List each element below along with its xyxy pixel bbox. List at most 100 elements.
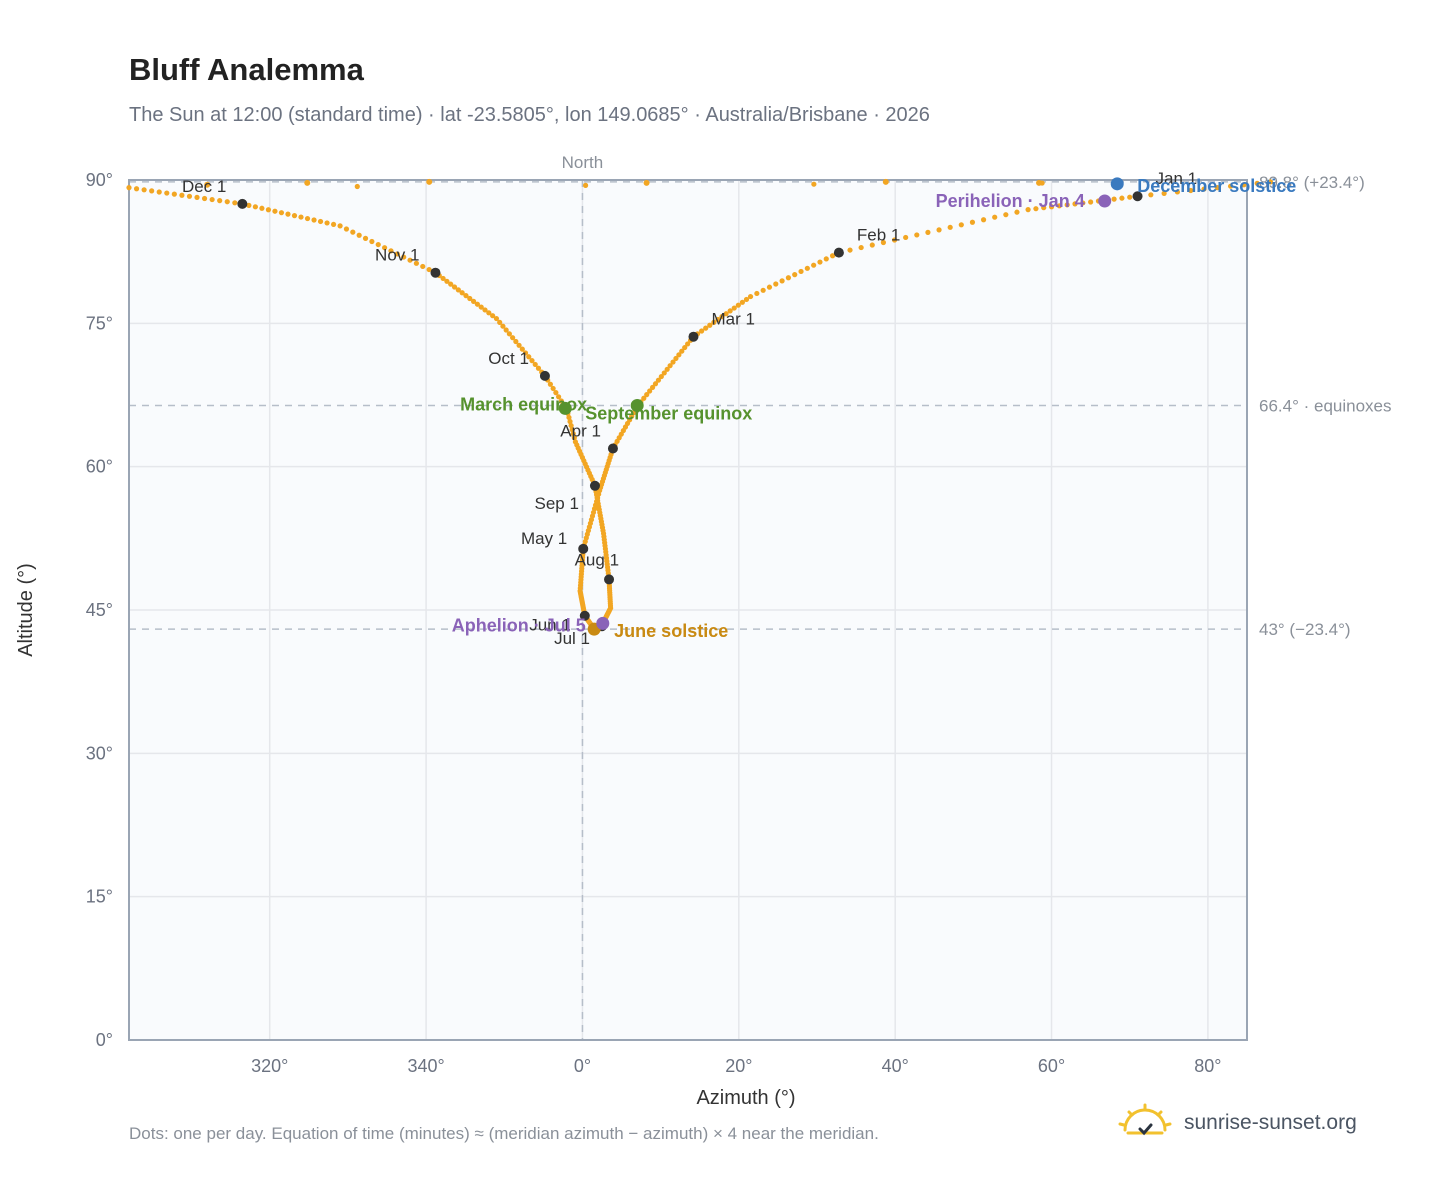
analemma-dot xyxy=(265,207,272,213)
y-tick-label: 0° xyxy=(96,1030,113,1050)
analemma-dot xyxy=(644,392,650,398)
analemma-dot xyxy=(516,342,522,348)
month-marker-label: Mar 1 xyxy=(711,310,754,329)
brand-link[interactable]: sunrise-sunset.org xyxy=(1118,1098,1357,1148)
chart-title: Bluff Analemma xyxy=(129,52,364,87)
analemma-dot xyxy=(1148,192,1154,198)
analemma-dot xyxy=(558,398,564,404)
analemma-dot xyxy=(513,338,519,345)
analemma-dot xyxy=(699,328,705,334)
month-marker xyxy=(1132,191,1143,202)
x-tick-label: 40° xyxy=(882,1056,909,1076)
analemma-dot xyxy=(643,179,650,186)
analemma-dot xyxy=(141,187,147,193)
analemma-dot xyxy=(522,350,529,356)
analemma-dot xyxy=(298,214,304,220)
analemma-dot xyxy=(463,293,469,299)
analemma-dot xyxy=(703,325,709,331)
analemma-dot xyxy=(1127,194,1133,200)
analemma-dot xyxy=(149,188,155,194)
y-tick-label: 45° xyxy=(86,600,113,620)
analemma-dot xyxy=(882,178,889,185)
altitude-guide-label: 66.4° · equinoxes xyxy=(1259,397,1392,416)
analemma-dot xyxy=(375,241,381,248)
analemma-dot xyxy=(526,354,532,360)
analemma-dot xyxy=(1254,180,1260,186)
analemma-dot xyxy=(958,222,964,228)
analemma-dot xyxy=(510,335,516,341)
x-tick-label: 20° xyxy=(725,1056,752,1076)
analemma-dot xyxy=(1188,187,1194,194)
analemma-dot xyxy=(550,385,556,392)
analemma-dot xyxy=(553,390,559,396)
analemma-dot xyxy=(747,293,754,300)
analemma-dot xyxy=(529,358,535,364)
analemma-dot xyxy=(1064,202,1070,208)
analemma-dot xyxy=(388,248,394,254)
analemma-dot xyxy=(285,211,291,217)
month-marker-label: Apr 1 xyxy=(560,422,601,441)
analemma-dot xyxy=(682,344,688,351)
analemma-dot xyxy=(719,314,725,320)
analemma-dot xyxy=(649,384,656,391)
analemma-dot xyxy=(486,310,492,316)
analemma-dot xyxy=(204,181,211,188)
analemma-dot xyxy=(992,214,998,220)
analemma-dot xyxy=(773,281,779,287)
analemma-dot xyxy=(670,359,676,365)
analemma-dot xyxy=(407,257,413,263)
altitude-guide-label: 89.8° (+23.4°) xyxy=(1259,173,1365,192)
analemma-dot xyxy=(798,268,804,275)
analemma-dot xyxy=(401,254,407,260)
event-marker xyxy=(1110,177,1124,191)
analemma-dot xyxy=(317,218,324,225)
analemma-dot xyxy=(811,181,817,187)
analemma-dot xyxy=(291,213,298,219)
y-axis-title: Altitude (°) xyxy=(15,563,37,657)
analemma-dot xyxy=(869,242,875,248)
month-marker-label: May 1 xyxy=(521,529,567,548)
analemma-dot xyxy=(566,414,572,421)
sunrise-logo-icon xyxy=(1118,1103,1172,1136)
analemma-dot xyxy=(1119,195,1125,201)
analemma-dot xyxy=(880,239,887,246)
analemma-dot xyxy=(667,363,673,369)
month-marker xyxy=(579,610,590,621)
analemma-dot xyxy=(658,373,664,380)
analemma-dot xyxy=(252,204,258,210)
analemma-dot xyxy=(567,418,573,425)
analemma-dot xyxy=(201,195,208,202)
analemma-dot xyxy=(647,388,653,394)
analemma-dot xyxy=(362,235,369,241)
analemma-dot xyxy=(1088,199,1094,205)
analemma-dot xyxy=(817,259,823,265)
analemma-dot xyxy=(1161,190,1167,196)
analemma-dot xyxy=(455,287,461,293)
analemma-dot xyxy=(655,377,662,383)
analemma-dot xyxy=(350,229,356,235)
analemma-dot xyxy=(676,352,682,358)
analemma-dot xyxy=(490,313,496,319)
analemma-dot xyxy=(224,199,230,205)
analemma-dot xyxy=(673,355,679,362)
month-marker xyxy=(607,443,618,454)
analemma-dot xyxy=(413,260,419,266)
analemma-dot xyxy=(426,178,433,185)
analemma-dot xyxy=(278,210,285,216)
analemma-dot xyxy=(760,287,766,293)
analemma-dot xyxy=(811,262,817,268)
analemma-dot xyxy=(711,319,717,325)
analemma-dot xyxy=(568,422,574,429)
analemma-dot xyxy=(804,265,810,271)
event-label: September equinox xyxy=(585,403,752,423)
analemma-dot xyxy=(1014,209,1020,215)
altitude-guide-label: 43° (−23.4°) xyxy=(1259,620,1351,639)
x-tick-label: 60° xyxy=(1038,1056,1065,1076)
event-label: Aphelion · Jul 5 xyxy=(452,615,586,635)
analemma-dot xyxy=(858,244,864,251)
month-marker xyxy=(430,267,441,278)
plot-frame xyxy=(128,179,1248,1041)
analemma-dot xyxy=(980,217,987,223)
event-label: June solstice xyxy=(614,621,728,641)
analemma-dot xyxy=(232,200,238,206)
